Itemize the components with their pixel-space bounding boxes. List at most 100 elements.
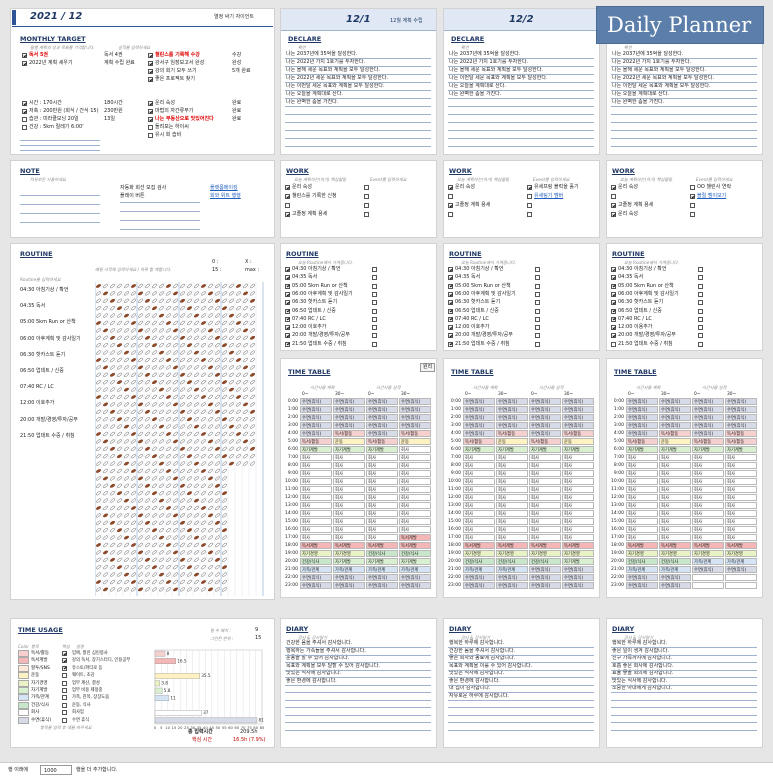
rule-line [285, 98, 431, 99]
time-cell: 수면(휴식) [626, 414, 658, 422]
hour-label: 20:00 [285, 559, 298, 564]
rule-line [611, 74, 757, 75]
time-cell: 회사 [300, 454, 332, 462]
hour-label: 5:00 [450, 439, 461, 444]
x-tick-label: 70 [241, 725, 246, 730]
label: 완료 [232, 100, 242, 106]
checkbox [148, 61, 153, 66]
checkbox [535, 300, 540, 306]
label: 확언 [461, 45, 469, 50]
label: 오늘 계획하는(하기) 핵심활동 [457, 177, 510, 182]
time-cell: 수면(휴식) [562, 414, 594, 422]
time-cell: 수면(휴식) [725, 398, 757, 406]
label: 감사 & 감사일기 [461, 635, 491, 640]
rule-line [20, 222, 100, 223]
section-title: NOTE [20, 167, 40, 175]
check-mark [63, 658, 67, 663]
check-mark [449, 317, 453, 321]
label: 0~ [465, 392, 472, 397]
checkbox [535, 325, 540, 331]
section-title: ROUTINE [286, 250, 319, 258]
hour-label: 23:00 [448, 583, 461, 588]
checkbox [285, 203, 290, 208]
rule-line [611, 82, 757, 83]
time-cell: 수면(휴식) [300, 398, 332, 406]
time-cell: 회사 [725, 462, 757, 470]
check-mark [612, 275, 616, 280]
checkbox [698, 325, 703, 331]
time-cell: 회사 [692, 478, 724, 486]
check-mark [449, 300, 453, 305]
checkbox [364, 185, 369, 190]
checkbox [535, 291, 540, 297]
rule-line [448, 106, 594, 107]
hour-label: 9:00 [613, 471, 624, 476]
time-cell: 회사 [496, 462, 528, 470]
checkbox [62, 688, 67, 693]
checkbox [22, 117, 27, 122]
time-cell: 회사 [463, 534, 495, 542]
section-title: WORK [286, 167, 309, 175]
label: 유세팅기 멤버 [534, 193, 564, 199]
time-cell: 회사 [626, 470, 658, 478]
rule-line [448, 699, 594, 701]
rule-line [20, 195, 100, 196]
checkbox [62, 651, 67, 656]
time-cell: 회사 [496, 478, 528, 486]
time-cell: 독서/활동 [399, 430, 431, 438]
label: 230만원 [104, 108, 123, 114]
check-mark [449, 275, 453, 280]
checkbox [527, 203, 532, 208]
label: 운리 숙성 [292, 184, 312, 190]
time-cell: 수면(휴식) [366, 422, 398, 430]
diary-line: 건강한 음을 주셔서 감사합니다. [286, 640, 353, 646]
hour-label: 14:00 [448, 511, 461, 516]
checkbox [611, 341, 616, 347]
time-cell: 수면(휴식) [659, 414, 691, 422]
time-cell: 가족/관계 [626, 566, 658, 574]
label: 12:00 이용추가 [618, 324, 653, 331]
button[interactable]: 원리 [420, 363, 436, 372]
panel [10, 8, 275, 155]
time-cell: 회사 [659, 502, 691, 510]
check-mark [612, 333, 616, 338]
time-cell: 수면(휴식) [659, 582, 691, 590]
checkbox [285, 275, 290, 281]
diary-line: 행복한 하루에 감사합니다. [612, 640, 668, 646]
time-cell: 회사 [366, 534, 398, 542]
hour-label: 16:00 [448, 527, 461, 532]
panel [443, 618, 600, 748]
label: 06:30 핫카스트 듣기 [292, 299, 338, 306]
time-cell: 가족/관계 [692, 558, 724, 566]
rule-line [611, 729, 757, 731]
check-mark [449, 203, 453, 208]
checkbox [148, 53, 153, 58]
time-cell: 회사 [366, 478, 398, 486]
checkbox [372, 283, 377, 289]
time-cell: 회사 [496, 454, 528, 462]
panel [280, 618, 437, 748]
time-cell: 회사 [300, 494, 332, 502]
hour-label: 4:00 [450, 431, 461, 436]
checkbox [285, 185, 290, 190]
category-name: 수면(휴식) [31, 717, 52, 723]
checkbox [535, 316, 540, 322]
rule-line [611, 699, 757, 701]
panel [10, 618, 275, 748]
section-title: DIARY [286, 625, 309, 633]
label: 확언 [624, 45, 632, 50]
time-cell: 회사 [626, 486, 658, 494]
checkbox [62, 710, 67, 716]
label: 20:00 개발/경영/투자/공부 [455, 332, 513, 339]
rule-line [611, 98, 757, 99]
rule-line [285, 90, 431, 91]
row-count-input[interactable]: 1000 [40, 765, 72, 775]
time-cell: 회사 [399, 486, 431, 494]
time-cell: 운동 [333, 438, 365, 446]
time-cell: 독서/활동 [562, 430, 594, 438]
declare-line: 나는 2022년 세운 목표와 계획을 모두 달성한다. [612, 75, 715, 81]
label: 완성 [232, 60, 242, 66]
label: 06:30 핫카스트 듣기 [618, 299, 664, 306]
rule-line [611, 130, 757, 131]
time-cell: 수면(휴식) [725, 414, 757, 422]
